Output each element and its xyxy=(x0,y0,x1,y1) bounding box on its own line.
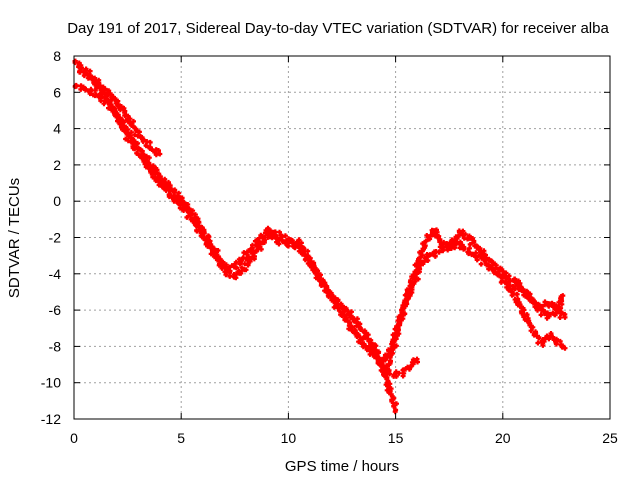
x-tick-label: 5 xyxy=(177,430,185,446)
series-track xyxy=(384,237,568,375)
data-point-marker xyxy=(511,276,568,320)
chart-title: Day 191 of 2017, Sidereal Day-to-day VTE… xyxy=(67,20,609,37)
data-point-marker xyxy=(384,237,568,375)
data-point-marker xyxy=(77,68,163,158)
x-tick-label: 25 xyxy=(602,430,618,446)
x-tick-label: 10 xyxy=(281,430,297,446)
y-tick-label: 4 xyxy=(53,121,61,137)
x-tick-label: 20 xyxy=(495,430,511,446)
series-track xyxy=(77,68,163,158)
axis-ticks: 0 5 10 15 20 25 -12 -10 -8 -6 -4 -2 0 2 4 6 8 xyxy=(41,48,618,446)
y-tick-label: -8 xyxy=(49,338,62,354)
y-tick-label: 0 xyxy=(53,193,61,209)
y-tick-label: -10 xyxy=(41,375,61,391)
y-tick-label: -6 xyxy=(49,302,62,318)
y-axis-label: SDTVAR / TECUs xyxy=(6,178,23,298)
x-tick-label: 0 xyxy=(70,430,78,446)
y-tick-label: -12 xyxy=(41,411,61,427)
x-axis-label: GPS time / hours xyxy=(285,458,399,475)
y-tick-label: -4 xyxy=(49,266,62,282)
grid xyxy=(74,56,610,419)
y-tick-label: 8 xyxy=(53,48,61,64)
x-tick-label: 15 xyxy=(388,430,404,446)
y-tick-label: 2 xyxy=(53,157,61,173)
y-tick-label: -2 xyxy=(49,230,62,246)
y-tick-label: 6 xyxy=(53,84,61,100)
data-series xyxy=(72,58,568,415)
series-track xyxy=(511,276,568,320)
